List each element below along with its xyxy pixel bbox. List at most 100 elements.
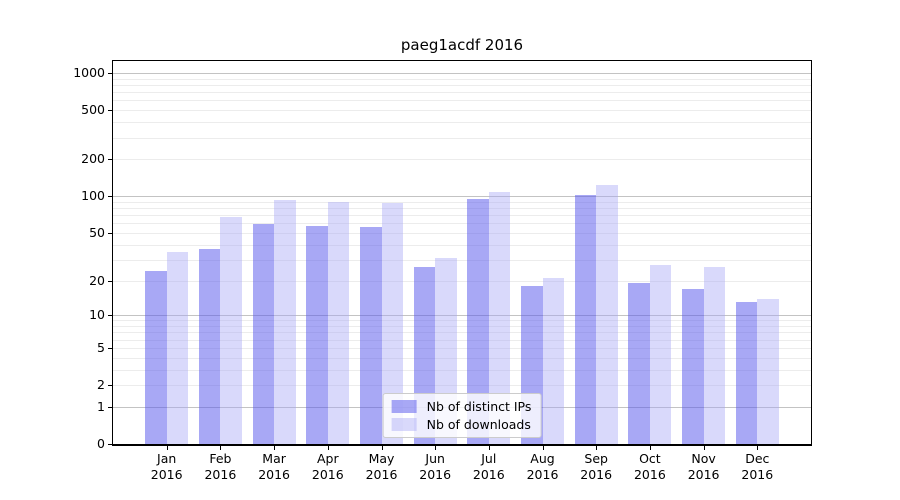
bar-ips-dec [735, 302, 758, 444]
legend-swatch-distinct-ips [391, 400, 417, 413]
y-axis-tick-mark [108, 385, 112, 386]
gridlines-layer [113, 61, 811, 444]
gridline-minor [113, 326, 811, 327]
x-axis-tick-mark [220, 446, 222, 450]
y-axis-tick-label: 0 [97, 436, 105, 451]
bar-downloads-dec [757, 298, 779, 444]
x-axis-tick-label: Oct 2016 [633, 451, 666, 482]
x-axis-tick-mark [542, 446, 544, 450]
bar-downloads-jul [488, 192, 511, 444]
y-axis-tick-mark [108, 159, 112, 161]
y-axis-tick-mark [108, 196, 112, 198]
y-axis-tick-mark [108, 347, 112, 349]
x-axis-tick-mark [596, 446, 598, 450]
y-axis-tick-label: 10 [89, 307, 105, 323]
x-axis-tick-mark [435, 446, 437, 450]
gridline-minor [113, 320, 811, 322]
gridline-minor [113, 78, 811, 80]
gridline-minor [113, 137, 811, 139]
bar-ips-may [360, 226, 382, 444]
legend-label-distinct-ips: Nb of distinct IPs [426, 399, 532, 414]
y-axis-tick-label: 2 [97, 377, 105, 392]
y-axis-tick-mark [108, 110, 112, 112]
legend: Nb of distinct IPs Nb of downloads [382, 393, 542, 438]
legend-label-downloads: Nb of downloads [426, 417, 531, 432]
bar-ips-jan [145, 271, 167, 444]
y-axis-tick-mark [108, 315, 112, 317]
bar-ips-nov [682, 288, 704, 444]
y-axis-tick-label: 100 [81, 188, 105, 204]
bar-downloads-apr [327, 201, 350, 444]
y-axis-tick-label: 50 [89, 224, 105, 240]
gridline-minor [113, 208, 811, 209]
bar-downloads-nov [703, 267, 726, 444]
gridline-major [113, 196, 811, 198]
x-axis-tick-mark [488, 446, 490, 450]
legend-swatch-downloads [391, 418, 417, 431]
bar-ips-mar [252, 224, 275, 444]
x-axis-tick-mark [649, 446, 651, 450]
x-axis-tick-mark [381, 446, 383, 450]
gridline-minor [113, 332, 811, 334]
bar-ips-apr [306, 225, 328, 444]
gridline-minor [113, 244, 811, 246]
x-axis-tick-label: Apr 2016 [311, 451, 344, 482]
gridline-minor [113, 232, 811, 234]
y-axis-tick-mark [108, 406, 112, 408]
y-axis-tick-label: 1 [97, 398, 105, 414]
bar-downloads-jan [166, 251, 189, 444]
x-axis-tick-mark [703, 446, 705, 450]
gridline-minor [113, 159, 811, 161]
gridline-minor [113, 84, 811, 86]
x-axis-tick-label: Sep 2016 [580, 451, 613, 482]
gridline-minor [113, 110, 811, 112]
gridline-minor [113, 347, 811, 349]
x-axis-tick-mark [757, 446, 759, 450]
x-axis-tick-label: Jul 2016 [472, 451, 505, 482]
gridline-minor [113, 369, 811, 371]
gridline-minor [113, 259, 811, 261]
x-axis-tick-mark [327, 446, 329, 450]
bar-ips-oct [628, 283, 650, 444]
gridline-minor [113, 385, 811, 386]
x-axis-tick-label: Aug 2016 [526, 451, 559, 482]
x-axis-tick-label: May 2016 [365, 451, 398, 482]
gridline-minor [113, 122, 811, 124]
y-axis-tick-mark [108, 444, 112, 445]
y-axis-tick-label: 500 [81, 102, 105, 118]
x-axis-tick-label: Dec 2016 [741, 451, 774, 482]
y-axis-tick-mark [108, 232, 112, 234]
x-axis-tick-mark [166, 446, 168, 450]
x-axis-tick-label: Mar 2016 [258, 451, 290, 482]
gridline-minor [113, 280, 811, 282]
bar-downloads-mar [274, 200, 296, 444]
bar-downloads-sep [596, 184, 618, 444]
bar-downloads-aug [542, 278, 564, 444]
gridline-minor [113, 223, 811, 225]
y-axis-tick-label: 1000 [73, 65, 105, 80]
gridline-minor [113, 357, 811, 359]
gridline-minor [113, 92, 811, 94]
bar-downloads-may [381, 202, 403, 444]
bar-ips-sep [574, 195, 597, 444]
gridline-minor [113, 339, 811, 341]
y-axis-tick-label: 20 [89, 272, 105, 288]
bar-ips-feb [198, 248, 221, 444]
y-axis-tick-mark [108, 280, 112, 282]
plot-area: Nb of distinct IPs Nb of downloads [112, 60, 812, 446]
legend-item: Nb of downloads [391, 417, 532, 432]
x-axis-tick-label: Jun 2016 [419, 451, 452, 482]
y-axis-tick-label: 200 [81, 151, 105, 167]
x-axis-tick-label: Feb 2016 [204, 451, 237, 482]
y-axis-tick-mark [108, 73, 112, 74]
chart-title: paeg1acdf 2016 [400, 36, 524, 54]
bar-ips-jul [467, 198, 489, 444]
bars-layer [113, 61, 811, 444]
bar-downloads-oct [649, 265, 672, 444]
legend-item: Nb of distinct IPs [391, 399, 532, 414]
gridline-major [113, 315, 811, 317]
gridline-minor [113, 201, 811, 203]
y-axis-tick-label: 5 [97, 339, 105, 355]
bar-downloads-feb [220, 216, 242, 444]
